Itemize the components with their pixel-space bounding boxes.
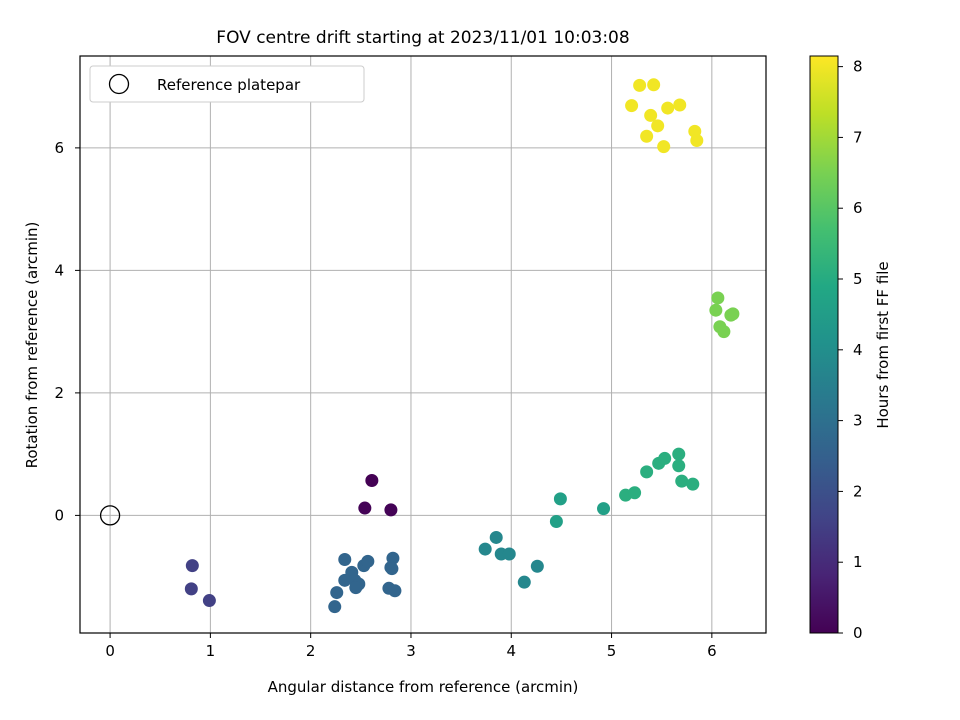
y-tick-label: 6 (54, 139, 64, 157)
data-points (99, 78, 740, 614)
data-point (711, 291, 725, 305)
data-point (673, 98, 687, 112)
colorbar-tick-label: 7 (853, 128, 863, 146)
plot-frame (79, 55, 767, 634)
x-tick-label: 5 (607, 642, 617, 660)
grid (80, 56, 766, 633)
data-point (338, 552, 352, 566)
legend-marker-reference (108, 73, 130, 95)
data-point (686, 477, 700, 491)
y-tick-label: 0 (54, 506, 64, 524)
data-point (384, 503, 398, 517)
reference-platepar-marker (99, 505, 121, 526)
data-point (489, 530, 503, 544)
data-point (717, 325, 731, 339)
colorbar-tick-label: 3 (853, 412, 863, 430)
y-axis-ticks: 0 2 4 6 (54, 139, 80, 524)
colorbar-tick-label: 1 (853, 553, 863, 571)
data-point (672, 459, 686, 473)
data-point (330, 586, 344, 600)
x-tick-label: 4 (506, 642, 516, 660)
data-point (184, 582, 198, 596)
colorbar-ticks: 0 1 2 3 4 5 6 7 8 (838, 58, 863, 642)
data-point (361, 554, 375, 568)
colorbar-tick-label: 0 (853, 624, 863, 642)
data-point (709, 303, 723, 317)
data-point (358, 501, 372, 515)
data-point (553, 492, 567, 506)
x-tick-label: 2 (306, 642, 316, 660)
data-point (640, 129, 654, 143)
colorbar-label: Hours from first FF file (874, 261, 892, 428)
data-point (633, 78, 647, 92)
data-point (675, 474, 689, 488)
colorbar-tick-label: 4 (853, 341, 863, 359)
legend-label-reference: Reference platepar (157, 76, 301, 94)
data-point (388, 584, 402, 598)
data-point (530, 559, 544, 573)
data-point (549, 515, 563, 529)
colorbar-tick-label: 6 (853, 199, 863, 217)
data-point (726, 307, 740, 321)
data-point (338, 573, 352, 587)
x-axis-ticks: 0 1 2 3 4 5 6 (105, 633, 717, 660)
data-point (478, 542, 492, 556)
colorbar-tick-label: 8 (853, 58, 863, 76)
colorbar-tick-label: 2 (853, 482, 863, 500)
data-point (647, 78, 661, 92)
data-point (657, 140, 671, 154)
colorbar-tick-label: 5 (853, 270, 863, 288)
data-point (349, 581, 363, 595)
x-tick-label: 1 (206, 642, 216, 660)
x-axis-label: Angular distance from reference (arcmin) (268, 678, 579, 696)
data-point (385, 562, 399, 576)
data-point (625, 99, 639, 113)
data-point (661, 101, 675, 115)
data-point (202, 594, 216, 608)
colorbar-gradient (809, 55, 839, 634)
data-point (640, 465, 654, 479)
data-point (690, 134, 704, 148)
data-point (597, 502, 611, 516)
legend: Reference platepar (89, 65, 365, 103)
y-tick-label: 4 (54, 261, 64, 279)
data-point (672, 447, 686, 461)
x-tick-label: 0 (105, 642, 115, 660)
x-tick-label: 3 (406, 642, 416, 660)
data-point (185, 559, 199, 573)
data-point (651, 119, 665, 133)
colorbar: 0 1 2 3 4 5 6 7 8 Hours from first FF file (809, 55, 892, 642)
y-axis-label: Rotation from reference (arcmin) (23, 222, 41, 469)
data-point (644, 108, 658, 122)
x-tick-label: 6 (707, 642, 717, 660)
legend-box (89, 65, 365, 103)
data-point (365, 473, 379, 487)
data-point (328, 600, 342, 614)
y-tick-label: 2 (54, 384, 64, 402)
chart-title: FOV centre drift starting at 2023/11/01 … (216, 28, 629, 48)
data-point (628, 486, 642, 500)
data-point (658, 451, 672, 465)
data-point (502, 547, 516, 561)
data-point (517, 575, 531, 589)
